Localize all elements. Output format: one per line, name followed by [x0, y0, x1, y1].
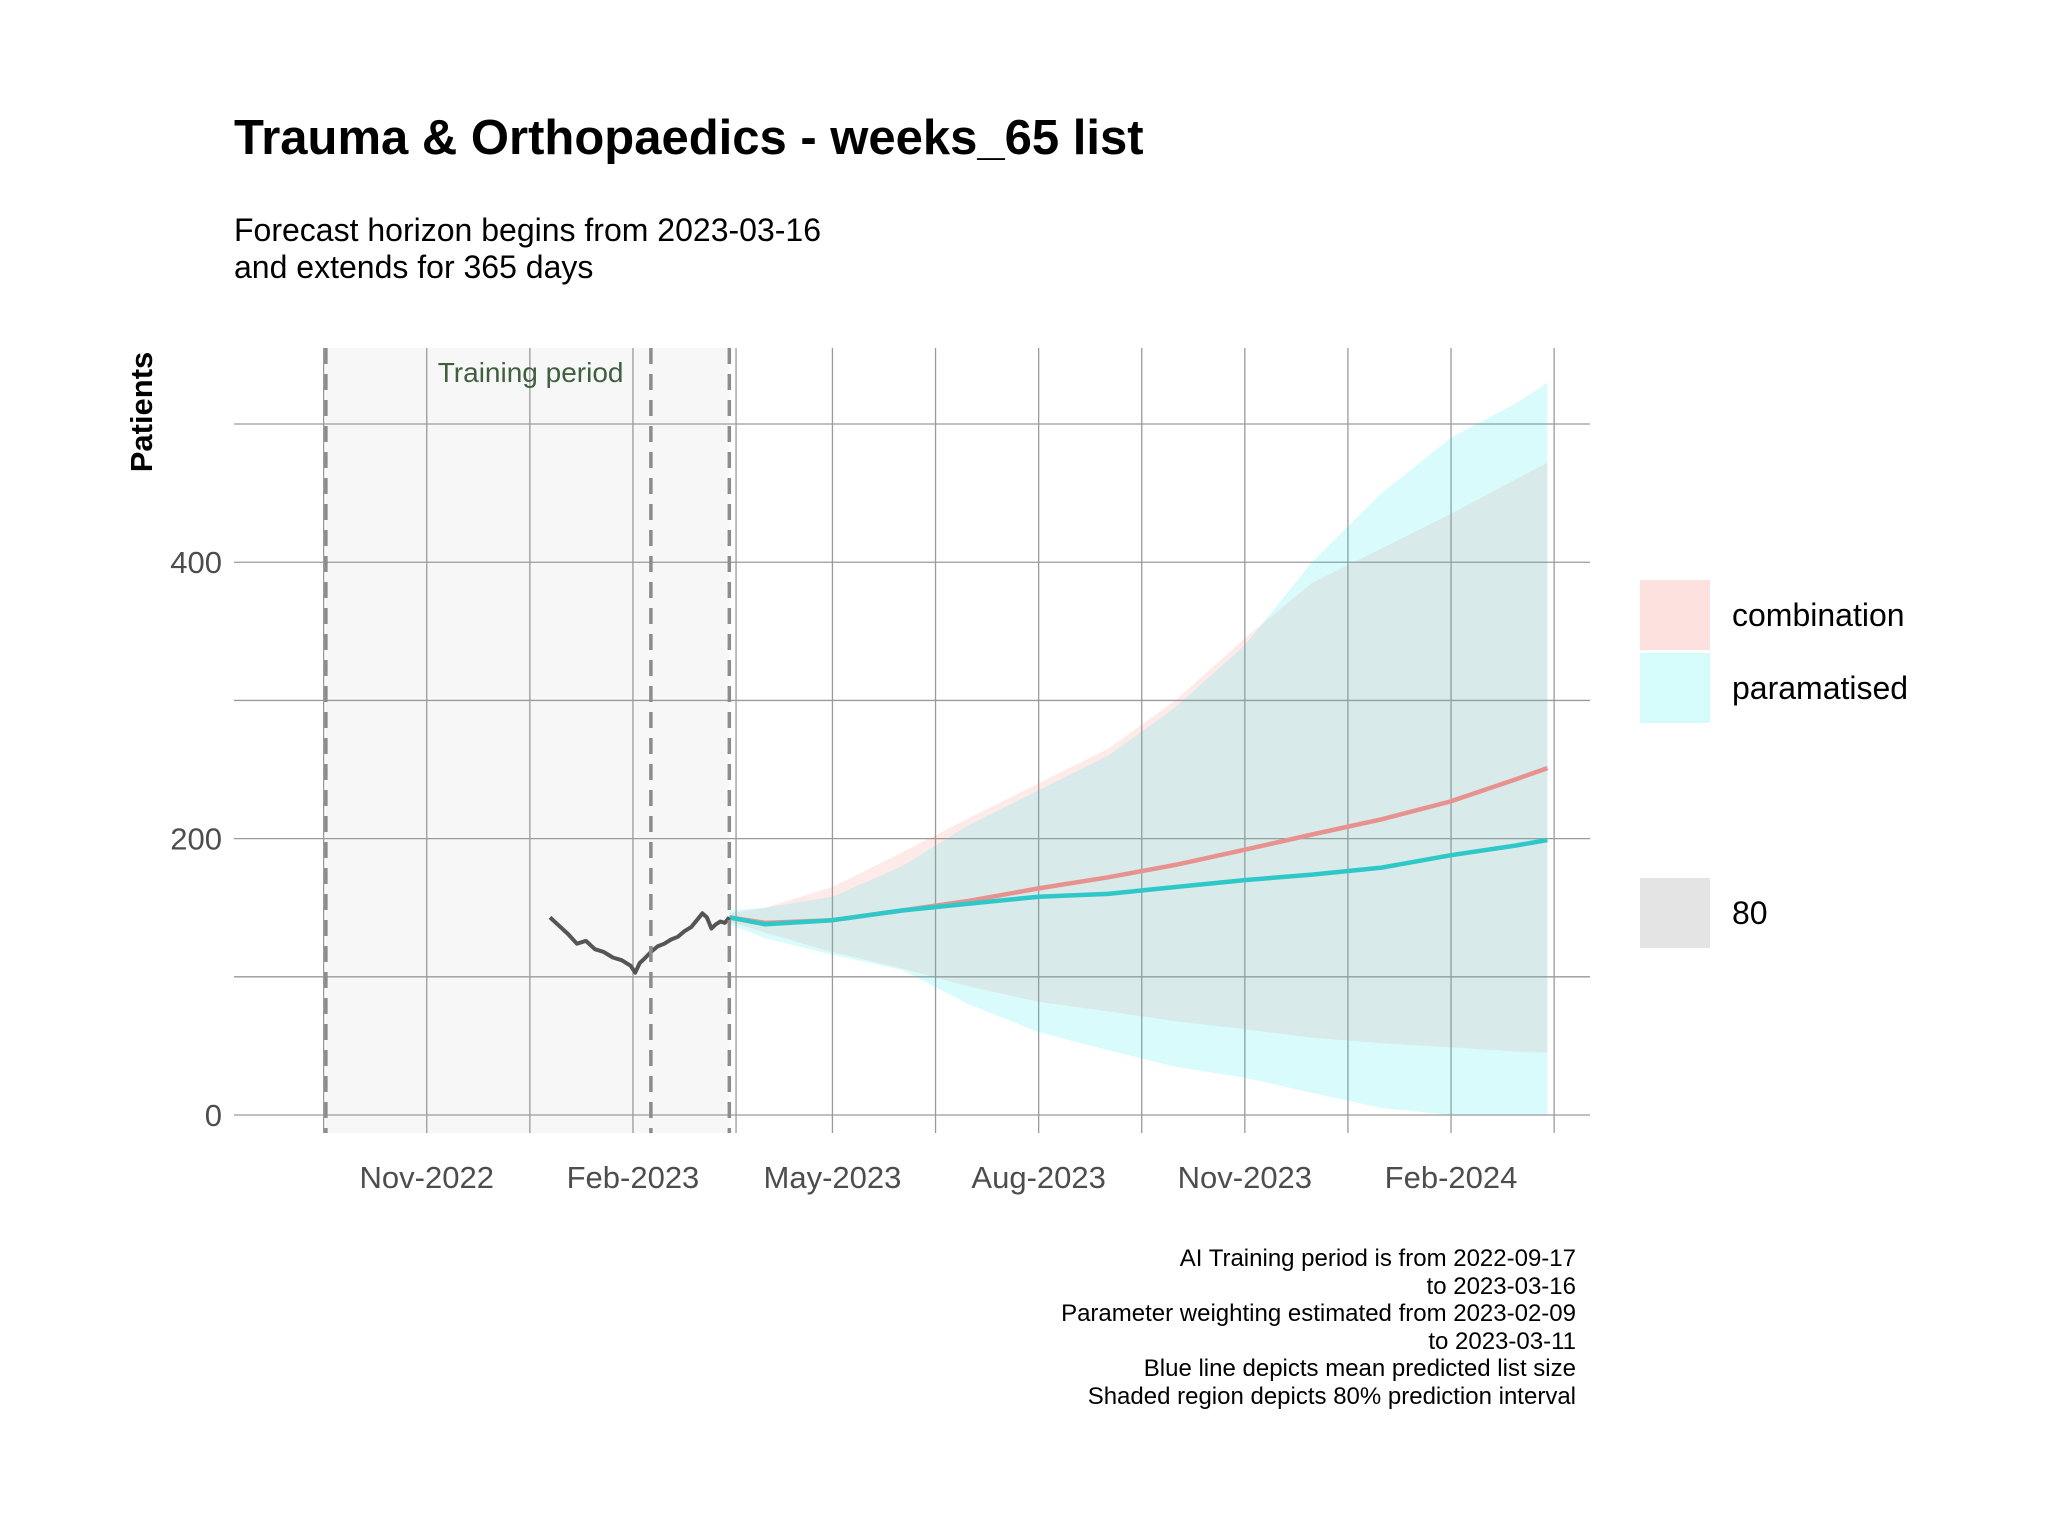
- legend-key-paramatised: [1640, 653, 1710, 723]
- x-tick-label: Nov-2023: [1178, 1160, 1312, 1195]
- subtitle-line: and extends for 365 days: [234, 249, 594, 285]
- legend-key-interval: [1640, 878, 1710, 948]
- x-tick-label: Nov-2022: [360, 1160, 494, 1195]
- y-tick-label: 400: [170, 545, 222, 580]
- x-tick-label: Aug-2023: [971, 1160, 1105, 1195]
- caption-line: Parameter weighting estimated from 2023-…: [1061, 1300, 1576, 1327]
- y-tick-label: 200: [170, 822, 222, 857]
- caption-line: AI Training period is from 2022-09-17: [1179, 1245, 1576, 1272]
- caption-line: Blue line depicts mean predicted list si…: [1143, 1355, 1576, 1382]
- x-tick-label: May-2023: [764, 1160, 902, 1195]
- training-period-shade: [325, 348, 730, 1133]
- legend-label: 80: [1732, 895, 1768, 931]
- x-tick-label: Feb-2024: [1385, 1160, 1518, 1195]
- caption-line: to 2023-03-16: [1426, 1272, 1576, 1300]
- legend-label: paramatised: [1732, 670, 1909, 706]
- chart-caption: AI Training period is from 2022-09-17 to…: [1061, 1245, 1576, 1410]
- ribbon-paramatised: [729, 382, 1548, 1116]
- legend-label: combination: [1732, 597, 1905, 633]
- subtitle-line: Forecast horizon begins from 2023-03-16: [234, 212, 821, 248]
- annotation-training-period: Training period: [438, 357, 624, 388]
- caption-line: Shaded region depicts 80% prediction int…: [1087, 1382, 1576, 1410]
- caption-line: to 2023-03-11: [1428, 1327, 1576, 1355]
- y-axis-label: Patients: [124, 352, 159, 473]
- line-historic: [548, 911, 731, 975]
- chart-title: Trauma & Orthopaedics - weeks_65 list: [234, 111, 1144, 165]
- line-paramatised: [728, 837, 1548, 927]
- x-tick-label: Feb-2023: [567, 1160, 700, 1195]
- legend-key-combination: [1640, 580, 1710, 650]
- y-tick-label: 0: [205, 1098, 222, 1133]
- chart-subtitle: Forecast horizon begins from 2023-03-16 …: [234, 212, 821, 286]
